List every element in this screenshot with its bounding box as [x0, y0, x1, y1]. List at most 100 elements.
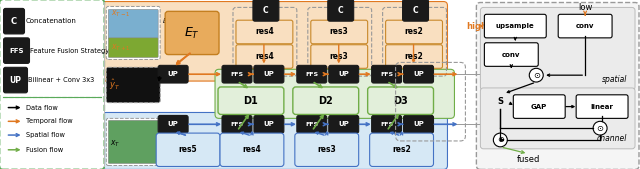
FancyBboxPatch shape: [372, 115, 401, 133]
Text: res3: res3: [317, 145, 336, 154]
Text: FFS: FFS: [305, 122, 318, 127]
Text: res2: res2: [404, 52, 424, 61]
Text: spatial: spatial: [602, 75, 627, 84]
FancyBboxPatch shape: [215, 69, 454, 118]
FancyBboxPatch shape: [476, 3, 639, 169]
FancyBboxPatch shape: [158, 115, 188, 133]
FancyBboxPatch shape: [220, 133, 284, 166]
Text: D3: D3: [393, 96, 408, 106]
FancyBboxPatch shape: [106, 6, 160, 59]
Text: C: C: [338, 6, 344, 15]
Text: fused: fused: [516, 155, 540, 164]
FancyBboxPatch shape: [106, 118, 160, 165]
FancyBboxPatch shape: [297, 115, 327, 133]
FancyBboxPatch shape: [328, 0, 354, 21]
Text: $x_T$: $x_T$: [110, 139, 121, 149]
Text: res2: res2: [392, 145, 411, 154]
Text: res5: res5: [179, 145, 197, 154]
Text: ⊙: ⊙: [596, 124, 604, 133]
FancyBboxPatch shape: [222, 65, 252, 83]
Text: S: S: [497, 97, 503, 106]
Text: $E_G$: $E_G$: [162, 141, 172, 151]
FancyBboxPatch shape: [254, 65, 284, 83]
Text: FFS: FFS: [305, 72, 318, 77]
Text: UP: UP: [413, 121, 424, 127]
Text: upsample: upsample: [496, 23, 534, 29]
Text: $\hat{y}_T$: $\hat{y}_T$: [109, 78, 120, 92]
Text: FFS: FFS: [230, 122, 244, 127]
Text: D1: D1: [244, 96, 259, 106]
FancyBboxPatch shape: [236, 20, 293, 44]
Text: $x_{T+1}$: $x_{T+1}$: [111, 42, 131, 53]
FancyBboxPatch shape: [0, 0, 104, 169]
FancyBboxPatch shape: [484, 14, 546, 38]
Text: res2: res2: [404, 28, 424, 37]
FancyBboxPatch shape: [293, 87, 358, 114]
Text: D2: D2: [318, 96, 333, 106]
Text: UP: UP: [339, 71, 349, 77]
FancyBboxPatch shape: [386, 45, 442, 68]
Text: $x_{T-1}$: $x_{T-1}$: [111, 8, 131, 19]
FancyBboxPatch shape: [102, 113, 447, 169]
FancyBboxPatch shape: [108, 9, 158, 39]
Text: low: low: [578, 3, 593, 12]
Text: Concatenation: Concatenation: [26, 18, 76, 24]
FancyBboxPatch shape: [386, 20, 442, 44]
Text: linear: linear: [591, 104, 614, 110]
FancyBboxPatch shape: [311, 20, 367, 44]
Text: channel: channel: [596, 134, 627, 142]
FancyBboxPatch shape: [108, 120, 158, 164]
Text: FFS: FFS: [380, 72, 393, 77]
Text: res4: res4: [255, 52, 274, 61]
FancyBboxPatch shape: [236, 45, 293, 68]
FancyBboxPatch shape: [481, 88, 635, 149]
FancyBboxPatch shape: [372, 65, 401, 83]
Text: FFS: FFS: [230, 72, 244, 77]
Text: C: C: [11, 17, 17, 26]
Text: res3: res3: [330, 52, 349, 61]
Text: UP: UP: [264, 71, 275, 77]
FancyBboxPatch shape: [329, 115, 358, 133]
FancyBboxPatch shape: [370, 133, 433, 166]
Text: ⊙: ⊙: [532, 71, 540, 80]
FancyBboxPatch shape: [158, 65, 188, 83]
Text: Fusion flow: Fusion flow: [26, 147, 63, 153]
FancyBboxPatch shape: [108, 38, 158, 57]
Text: UP: UP: [264, 121, 275, 127]
FancyBboxPatch shape: [403, 0, 429, 21]
FancyBboxPatch shape: [222, 115, 252, 133]
Text: res4: res4: [243, 145, 261, 154]
FancyBboxPatch shape: [254, 115, 284, 133]
Text: FFS: FFS: [9, 48, 24, 54]
Text: ⊕: ⊕: [497, 136, 504, 144]
Circle shape: [593, 121, 607, 135]
Text: Bilinear + Conv 3x3: Bilinear + Conv 3x3: [29, 77, 95, 83]
FancyBboxPatch shape: [404, 65, 433, 83]
Text: UP: UP: [168, 71, 179, 77]
FancyBboxPatch shape: [218, 87, 284, 114]
FancyBboxPatch shape: [367, 87, 433, 114]
FancyBboxPatch shape: [297, 65, 327, 83]
Text: UP: UP: [10, 76, 22, 84]
Text: $E_T$: $E_T$: [184, 25, 200, 41]
FancyBboxPatch shape: [576, 95, 628, 118]
Text: $E_u$: $E_u$: [162, 17, 172, 27]
FancyBboxPatch shape: [329, 65, 358, 83]
Text: res3: res3: [330, 28, 349, 37]
FancyBboxPatch shape: [484, 43, 538, 66]
Circle shape: [493, 133, 508, 147]
Text: Spatial flow: Spatial flow: [26, 132, 65, 138]
FancyBboxPatch shape: [295, 133, 358, 166]
FancyBboxPatch shape: [558, 14, 612, 38]
FancyBboxPatch shape: [165, 11, 219, 55]
Text: conv: conv: [576, 23, 595, 29]
Text: conv: conv: [502, 52, 520, 58]
Text: Temporal flow: Temporal flow: [26, 118, 73, 124]
Text: Data flow: Data flow: [26, 105, 58, 111]
Text: GAP: GAP: [531, 104, 547, 110]
Text: C: C: [263, 6, 269, 15]
FancyBboxPatch shape: [102, 2, 447, 81]
FancyBboxPatch shape: [156, 133, 220, 166]
FancyBboxPatch shape: [404, 115, 433, 133]
FancyBboxPatch shape: [4, 38, 29, 63]
